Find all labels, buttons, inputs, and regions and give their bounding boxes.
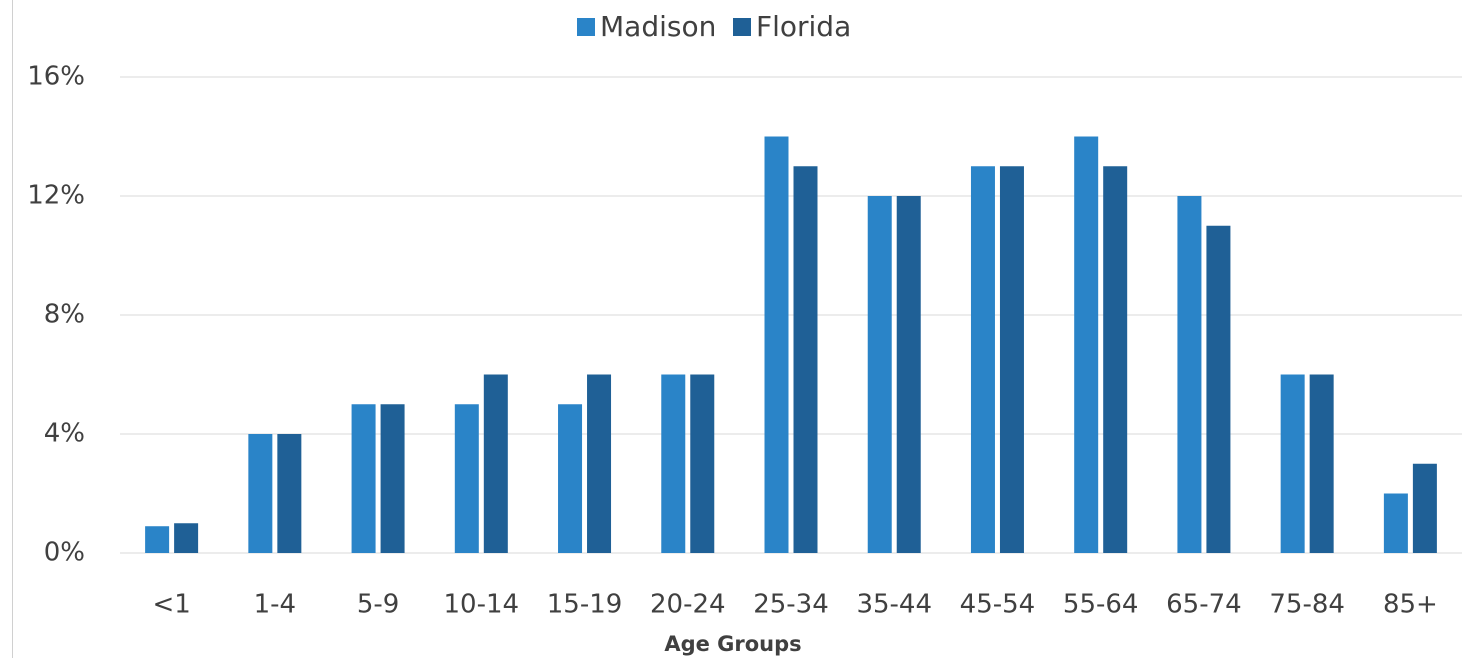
- bar: [999, 166, 1024, 553]
- x-tick-label: 55-64: [1063, 590, 1139, 620]
- bar: [661, 374, 686, 553]
- x-tick-label: 10-14: [444, 590, 520, 620]
- bar: [896, 196, 921, 553]
- bar: [867, 196, 892, 553]
- bar: [483, 374, 508, 553]
- bar: [277, 434, 302, 553]
- bar: [1280, 374, 1305, 553]
- x-tick-label: 25-34: [753, 590, 829, 620]
- bar: [1177, 196, 1202, 553]
- y-tick-label: 16%: [27, 62, 85, 92]
- x-tick-label: 45-54: [960, 590, 1036, 620]
- bar: [454, 404, 479, 553]
- x-tick-label: 5-9: [357, 590, 399, 620]
- x-tick-label: <1: [152, 590, 190, 620]
- bar: [1383, 493, 1408, 553]
- x-tick-label: 65-74: [1166, 590, 1242, 620]
- x-tick-label: 15-19: [547, 590, 623, 620]
- y-tick-label: 12%: [27, 181, 85, 211]
- bar: [248, 434, 273, 553]
- x-tick-label: 20-24: [650, 590, 726, 620]
- y-tick-label: 0%: [44, 538, 85, 568]
- x-tick-label: 1-4: [254, 590, 296, 620]
- x-tick-label: 85+: [1383, 590, 1438, 620]
- legend-label: Madison: [600, 10, 716, 43]
- bar: [690, 374, 715, 553]
- bar: [1103, 166, 1128, 553]
- bar: [1074, 136, 1099, 553]
- bar: [351, 404, 376, 553]
- bar: [558, 404, 583, 553]
- bar: [587, 374, 612, 553]
- legend-label: Florida: [756, 10, 851, 43]
- bar: [793, 166, 818, 553]
- bar: [1206, 225, 1231, 553]
- bar: [145, 526, 170, 553]
- y-tick-label: 4%: [44, 419, 85, 449]
- bar: [1412, 463, 1437, 553]
- bar: [1309, 374, 1334, 553]
- bar: [970, 166, 995, 553]
- y-tick-label: 8%: [44, 300, 85, 330]
- x-tick-label: 75-84: [1269, 590, 1345, 620]
- legend-swatch: [577, 18, 595, 36]
- bar: [380, 404, 405, 553]
- bar: [764, 136, 789, 553]
- x-axis-title: Age Groups: [664, 632, 801, 656]
- x-tick-label: 35-44: [856, 590, 932, 620]
- bar: [174, 523, 199, 553]
- legend-swatch: [733, 18, 751, 36]
